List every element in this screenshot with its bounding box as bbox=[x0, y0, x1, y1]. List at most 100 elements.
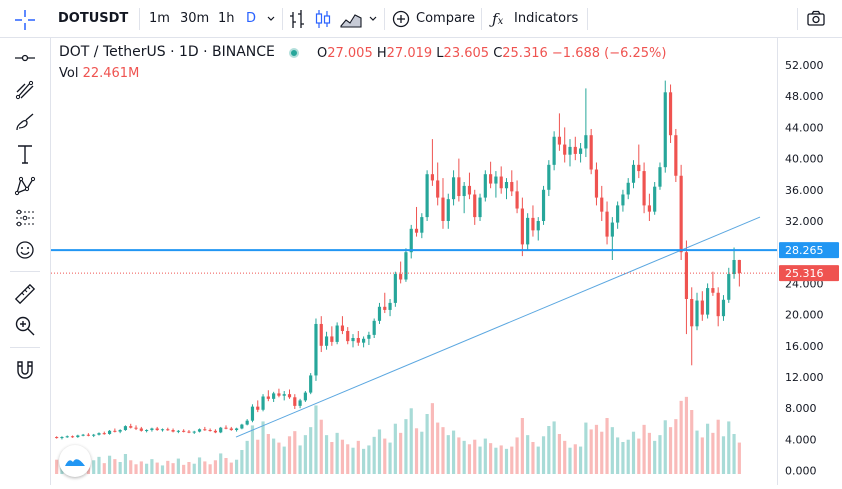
volume-bar bbox=[393, 423, 397, 474]
toolbar-divider bbox=[481, 8, 482, 30]
prediction-tool-icon[interactable] bbox=[10, 205, 40, 231]
volume-bar bbox=[309, 427, 313, 474]
volume-bar bbox=[732, 434, 736, 474]
volume-bar bbox=[489, 443, 493, 474]
candle-body bbox=[208, 430, 212, 432]
candle-body bbox=[309, 375, 313, 393]
market-status-dot[interactable] bbox=[289, 47, 299, 62]
bar-style-icon[interactable] bbox=[289, 0, 307, 38]
candle-body bbox=[489, 174, 493, 184]
zoom-in-icon[interactable] bbox=[10, 313, 40, 339]
volume-bar bbox=[197, 457, 202, 474]
candle-body bbox=[510, 182, 514, 192]
trend-line-tool-icon[interactable] bbox=[10, 45, 40, 71]
volume-bar bbox=[245, 440, 249, 474]
volume-bar bbox=[160, 465, 165, 474]
symbol-search-button[interactable]: DOTUSDT bbox=[58, 11, 129, 26]
candle-body bbox=[605, 211, 609, 237]
volume-bar bbox=[642, 424, 646, 474]
brush-icon[interactable] bbox=[10, 109, 40, 135]
volume-label: Vol bbox=[59, 66, 79, 81]
magnet-icon[interactable] bbox=[10, 357, 40, 383]
toolbar-divider bbox=[139, 8, 140, 30]
volume-bar bbox=[674, 419, 678, 474]
chart-style-chevron-down-icon[interactable] bbox=[368, 0, 378, 38]
candle-body bbox=[674, 135, 678, 176]
interval-30m-button[interactable]: 30m bbox=[180, 11, 210, 26]
interval-1m-button[interactable]: 1m bbox=[149, 11, 170, 26]
fib-retracement-icon[interactable] bbox=[10, 77, 40, 103]
candle-body bbox=[594, 169, 599, 198]
candle-body bbox=[393, 274, 397, 303]
volume-bar bbox=[547, 426, 551, 474]
volume-bar bbox=[626, 439, 630, 474]
candle-body bbox=[647, 205, 651, 212]
candle-body bbox=[584, 135, 588, 149]
volume-group bbox=[55, 396, 741, 474]
volume-bar bbox=[716, 419, 720, 474]
volume-bar bbox=[684, 396, 689, 474]
trend-line[interactable] bbox=[235, 216, 761, 438]
volume-bar bbox=[404, 419, 408, 474]
candle-body bbox=[690, 299, 694, 327]
emoji-icon[interactable] bbox=[10, 237, 40, 263]
area-style-icon[interactable] bbox=[340, 0, 362, 38]
candle-body bbox=[425, 174, 429, 218]
interval-1h-button[interactable]: 1h bbox=[218, 11, 235, 26]
indicators-fx-icon[interactable]: ƒx bbox=[492, 10, 504, 28]
camera-icon[interactable] bbox=[806, 0, 826, 38]
compare-button[interactable]: Compare bbox=[416, 11, 475, 26]
candle-body bbox=[616, 205, 620, 223]
candles-style-icon[interactable] bbox=[314, 0, 332, 38]
candle-body bbox=[224, 427, 228, 429]
candle-body bbox=[356, 338, 360, 343]
chart-pane[interactable]: DOT / TetherUS · 1D · BINANCE O27.005 H2… bbox=[51, 38, 777, 485]
volume-bar bbox=[303, 435, 307, 474]
volume-bar bbox=[134, 464, 138, 474]
toolbar-divider bbox=[10, 271, 40, 272]
price-chart[interactable] bbox=[51, 38, 777, 485]
price-tick-label: 8.000 bbox=[785, 402, 817, 415]
price-axis[interactable]: 52.00048.00044.00040.00036.00032.00028.0… bbox=[777, 38, 842, 485]
price-axis-scale[interactable]: 52.00048.00044.00040.00036.00032.00028.0… bbox=[778, 38, 842, 485]
volume-bar bbox=[621, 442, 625, 474]
volume-bar bbox=[123, 454, 128, 474]
volume-bar bbox=[229, 462, 233, 474]
price-tick-label: 4.000 bbox=[785, 433, 817, 446]
candle-body bbox=[298, 400, 302, 406]
volume-bar bbox=[208, 464, 212, 474]
candle-body bbox=[568, 146, 572, 155]
compare-plus-icon[interactable] bbox=[392, 0, 410, 38]
interval-d-button[interactable]: D bbox=[246, 11, 257, 26]
indicators-button[interactable]: Indicators bbox=[514, 11, 579, 26]
pattern-tool-icon[interactable] bbox=[10, 173, 40, 199]
volume-bar bbox=[145, 463, 149, 474]
tradingview-logo[interactable] bbox=[59, 445, 91, 477]
candle-body bbox=[187, 431, 191, 433]
candle-body bbox=[229, 428, 233, 431]
candle-body bbox=[277, 393, 281, 396]
candle-body bbox=[478, 197, 482, 218]
volume-bar bbox=[690, 410, 694, 474]
crosshair-icon[interactable] bbox=[10, 7, 40, 33]
candle-body bbox=[451, 177, 456, 200]
close-label: C bbox=[493, 46, 503, 61]
candle-body bbox=[166, 429, 170, 431]
volume-bar bbox=[224, 458, 228, 474]
candle-body bbox=[552, 136, 556, 165]
volume-bar bbox=[282, 446, 286, 474]
ruler-icon[interactable] bbox=[10, 281, 40, 307]
intervals-chevron-down-icon[interactable] bbox=[266, 0, 276, 38]
candle-body bbox=[462, 185, 466, 197]
volume-bar bbox=[362, 448, 366, 474]
volume-bar bbox=[367, 445, 371, 474]
volume-bar bbox=[414, 428, 419, 474]
volume-bar bbox=[721, 436, 726, 474]
volume-bar bbox=[213, 460, 218, 474]
volume-bar bbox=[668, 427, 673, 474]
text-tool-icon[interactable] bbox=[10, 141, 40, 167]
candle-body bbox=[372, 320, 376, 335]
candle-body bbox=[706, 288, 710, 315]
volume-bar bbox=[420, 431, 424, 474]
volume-bar bbox=[526, 435, 530, 474]
